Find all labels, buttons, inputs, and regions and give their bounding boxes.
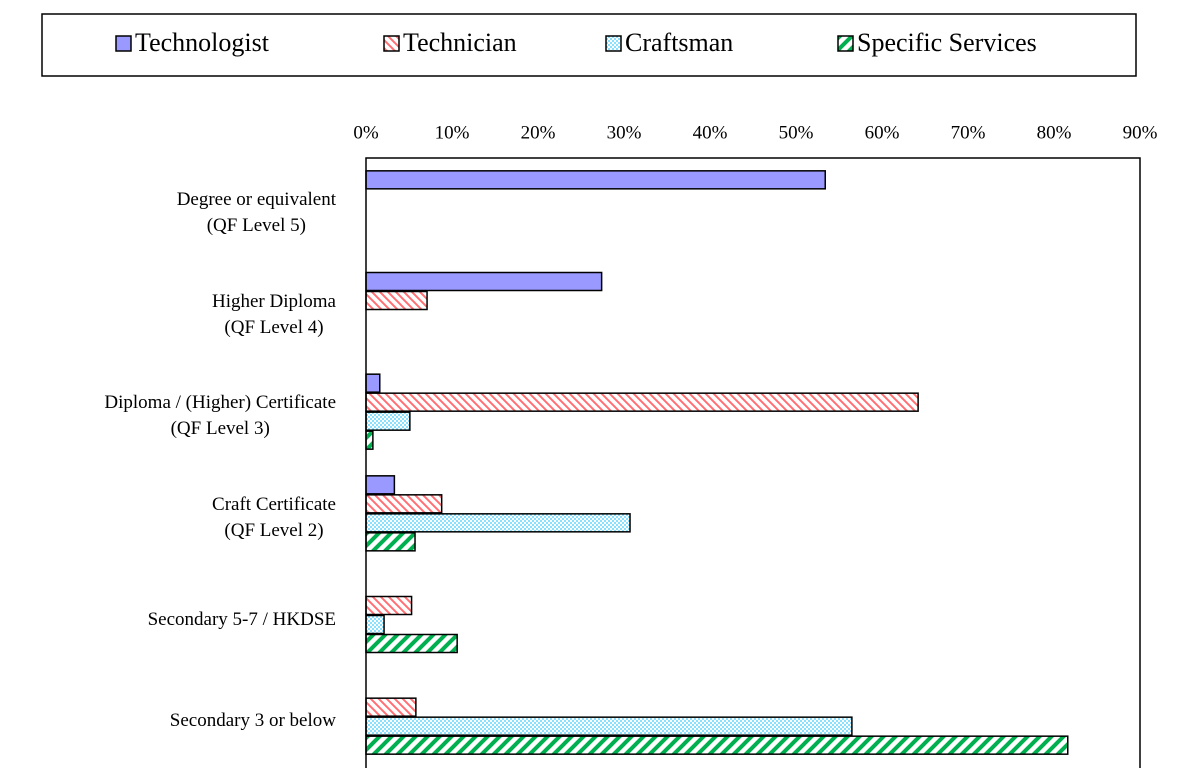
x-tick-label: 50% [779, 122, 814, 143]
category-label-row: Secondary 5-7 / HKDSE [0, 607, 336, 633]
bar [365, 290, 428, 311]
plot-frame [365, 157, 1141, 768]
bar [365, 494, 443, 514]
category-label-row: Higher Diploma (QF Level 4) [0, 289, 336, 341]
y-tick-label: Diploma / (Higher) Certificate (QF Level… [104, 392, 336, 440]
bar [365, 697, 417, 717]
bar [365, 373, 381, 393]
category-label-row: Degree or equivalent (QF Level 5) [0, 187, 336, 239]
bar [365, 513, 631, 533]
category-label-row: Diploma / (Higher) Certificate (QF Level… [0, 390, 336, 442]
bar [365, 170, 826, 190]
bar [365, 595, 413, 616]
bar [365, 735, 1069, 755]
x-tick-label: 10% [435, 122, 470, 143]
x-tick-label: 0% [353, 122, 379, 143]
legend-swatch [605, 35, 622, 52]
bar [365, 271, 603, 292]
y-tick-label: Secondary 5-7 / HKDSE [147, 608, 336, 630]
legend-swatch [837, 35, 854, 52]
legend-swatch [383, 35, 400, 52]
y-tick-label: Higher Diploma (QF Level 4) [211, 290, 336, 338]
y-tick-label: Craft Certificate (QF Level 2) [212, 493, 336, 541]
bar [365, 392, 919, 412]
y-tick-label: Secondary 3 or below [169, 710, 336, 732]
bar [365, 614, 385, 635]
bar [365, 411, 411, 431]
category-label-row: Secondary 3 or below [0, 708, 336, 734]
legend-label: Technologist [135, 28, 270, 57]
x-tick-label: 90% [1123, 122, 1158, 143]
legend-label: Technician [403, 28, 517, 57]
x-tick-label: 40% [693, 122, 728, 143]
y-tick-label: Degree or equivalent (QF Level 5) [176, 188, 336, 236]
bar [365, 430, 374, 450]
legend-label: Specific Services [857, 28, 1037, 57]
x-tick-label: 20% [521, 122, 556, 143]
x-tick-label: 80% [1037, 122, 1072, 143]
x-tick-label: 30% [607, 122, 642, 143]
category-label-row: Craft Certificate (QF Level 2) [0, 492, 336, 544]
x-tick-label: 60% [865, 122, 900, 143]
bar [365, 532, 416, 552]
bar [365, 475, 396, 495]
legend-swatch [115, 35, 132, 52]
bar [365, 633, 458, 654]
legend-box [41, 13, 1137, 77]
legend-label: Craftsman [625, 28, 733, 57]
x-tick-label: 70% [951, 122, 986, 143]
bar [365, 716, 853, 736]
